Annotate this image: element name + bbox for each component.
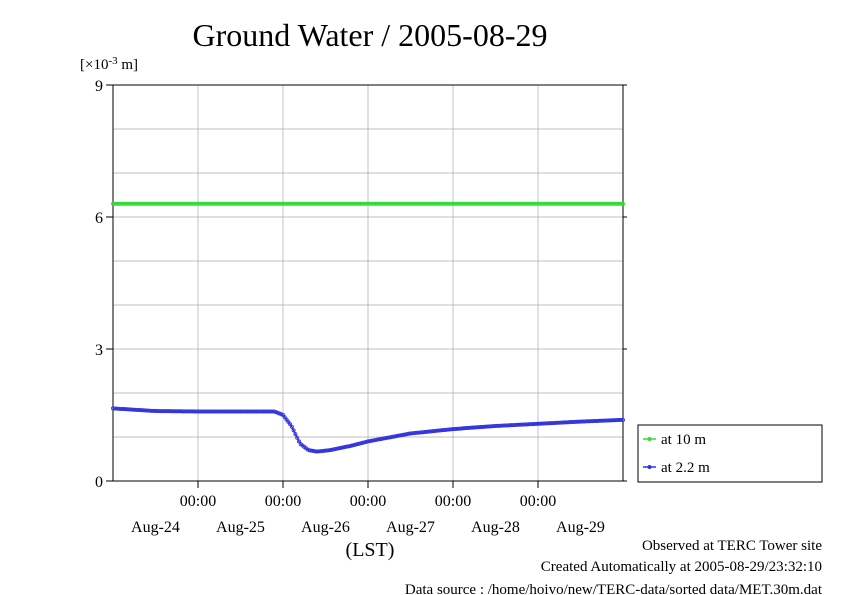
- series-point-1: [309, 448, 314, 453]
- series-point-1: [404, 432, 409, 437]
- series-point-1: [374, 437, 379, 442]
- series-point-1: [380, 436, 385, 441]
- series-point-1: [335, 446, 340, 451]
- x-tick-time-label: 00:00: [520, 493, 556, 510]
- series-point-1: [348, 443, 353, 448]
- y-tick-label: 6: [95, 210, 103, 227]
- series-point-1: [339, 445, 344, 450]
- series-point-1: [330, 447, 335, 452]
- x-tick-date-label: Aug-25: [216, 519, 265, 536]
- series-point-1: [383, 436, 388, 441]
- series-point-1: [369, 438, 374, 443]
- series-point-1: [328, 447, 333, 452]
- series-point-1: [272, 409, 277, 414]
- footer-source: Data source : /home/hoivo/new/TERC-data/…: [405, 582, 823, 595]
- series-point-1: [399, 433, 404, 438]
- x-tick-date-label: Aug-29: [556, 519, 605, 536]
- series-point-1: [396, 433, 401, 438]
- series-point-1: [362, 440, 367, 445]
- series-point-1: [337, 446, 342, 451]
- series-point-1: [296, 439, 301, 444]
- series-point-1: [378, 437, 383, 442]
- series-point-1: [351, 443, 356, 448]
- x-tick-time-label: 00:00: [265, 493, 301, 510]
- series-point-1: [355, 442, 360, 447]
- legend-label-10m: at 10 m: [661, 432, 706, 448]
- x-tick-date-label: Aug-27: [386, 519, 435, 536]
- series-point-1: [270, 409, 275, 414]
- series-point-1: [367, 439, 372, 444]
- series-point-1: [357, 441, 362, 446]
- series-point-1: [358, 441, 363, 446]
- series-point-1: [360, 440, 365, 445]
- series-point-1: [397, 433, 402, 438]
- series: [111, 201, 626, 454]
- legend-marker-10m: [647, 437, 652, 441]
- y-unit-prefix: [×10: [80, 57, 108, 73]
- footer-observed: Observed at TERC Tower site: [642, 538, 822, 554]
- series-point-1: [307, 448, 312, 453]
- series-point-1: [295, 435, 300, 440]
- series-point-1: [289, 424, 294, 429]
- series-point-1: [621, 417, 626, 422]
- series-point-1: [346, 444, 351, 449]
- x-tick-time-label: 00:00: [435, 493, 471, 510]
- series-point-1: [293, 432, 298, 437]
- series-point-1: [387, 435, 392, 440]
- series-point-1: [288, 422, 293, 427]
- series-point-1: [390, 434, 395, 439]
- legend: at 10 m at 2.2 m: [637, 424, 823, 483]
- series-point-1: [341, 445, 346, 450]
- series-point-1: [403, 432, 408, 437]
- footer-created: Created Automatically at 2005-08-29/23:3…: [541, 559, 822, 575]
- legend-marker-2-2m: [647, 465, 652, 469]
- y-tick-label: 3: [95, 342, 103, 359]
- axes: 036900:00Aug-2400:00Aug-2500:00Aug-2600:…: [95, 78, 627, 536]
- x-tick-date-label: Aug-26: [301, 519, 350, 536]
- series-point-1: [291, 428, 296, 433]
- series-point-1: [381, 436, 386, 441]
- y-unit-exponent: -3: [108, 55, 118, 67]
- legend-box: [637, 424, 823, 483]
- series-point-1: [406, 431, 411, 436]
- x-tick-time-label: 00:00: [350, 493, 386, 510]
- y-unit-suffix: m]: [118, 57, 138, 73]
- series-point-1: [332, 447, 337, 452]
- y-tick-label: 9: [95, 78, 103, 95]
- series-point-1: [619, 417, 624, 422]
- series-point-1: [353, 442, 358, 447]
- series-point-1: [401, 432, 406, 437]
- series-point-0: [621, 201, 626, 206]
- y-tick-label: 0: [95, 474, 103, 491]
- series-point-1: [376, 437, 381, 442]
- x-tick-date-label: Aug-28: [471, 519, 520, 536]
- x-axis-label: (LST): [346, 539, 395, 561]
- legend-label-2-2m: at 2.2 m: [661, 460, 710, 476]
- x-tick-date-label: Aug-24: [131, 519, 180, 536]
- y-unit-label: [×10-3 m]: [80, 55, 138, 73]
- series-point-1: [365, 439, 370, 444]
- series-point-1: [311, 448, 316, 453]
- series-point-1: [392, 434, 397, 439]
- chart-title: Ground Water / 2005-08-29: [193, 17, 548, 53]
- x-tick-time-label: 00:00: [180, 493, 216, 510]
- series-point-1: [350, 443, 355, 448]
- series-point-1: [342, 445, 347, 450]
- series-point-1: [371, 438, 376, 443]
- series-point-1: [385, 435, 390, 440]
- series-point-1: [327, 448, 332, 453]
- series-point-1: [334, 446, 339, 451]
- series-point-1: [344, 444, 349, 449]
- series-point-1: [373, 438, 378, 443]
- series-point-1: [394, 434, 399, 439]
- series-point-0: [619, 201, 624, 206]
- series-point-1: [389, 435, 394, 440]
- series-point-1: [364, 439, 369, 444]
